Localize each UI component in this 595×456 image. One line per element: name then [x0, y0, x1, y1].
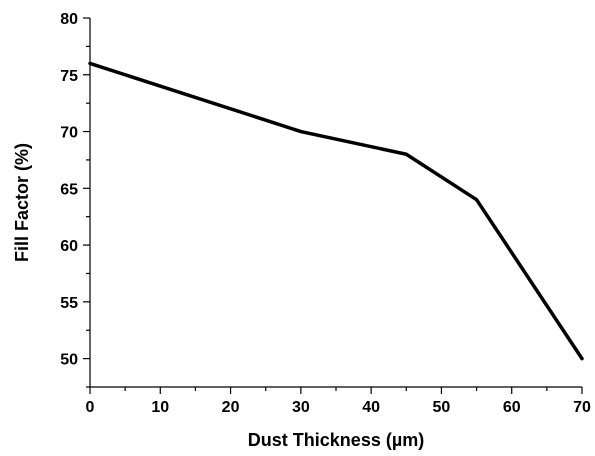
- x-tick-label: 50: [433, 399, 451, 416]
- y-axis-ticks: 50 55 60 65 70 75 80: [60, 11, 90, 388]
- y-tick-label: 70: [60, 125, 78, 142]
- y-tick-label: 80: [60, 11, 78, 28]
- x-tick-label: 20: [222, 399, 240, 416]
- x-tick-label: 60: [503, 399, 521, 416]
- x-tick-label: 0: [86, 399, 95, 416]
- x-axis-title: Dust Thickness (µm): [248, 430, 424, 450]
- x-tick-label: 10: [151, 399, 169, 416]
- y-tick-label: 55: [60, 295, 78, 312]
- x-tick-label: 40: [362, 399, 380, 416]
- y-axis-title: Fill Factor (%): [12, 143, 32, 262]
- y-tick-label: 50: [60, 352, 78, 369]
- y-tick-label: 75: [60, 68, 78, 85]
- x-axis-ticks: 0 10 20 30 40 50 60 70: [86, 387, 591, 416]
- x-tick-label: 30: [292, 399, 310, 416]
- y-tick-label: 65: [60, 181, 78, 198]
- series-line: [88, 61, 584, 361]
- x-tick-label: 70: [573, 399, 591, 416]
- y-tick-label: 60: [60, 238, 78, 255]
